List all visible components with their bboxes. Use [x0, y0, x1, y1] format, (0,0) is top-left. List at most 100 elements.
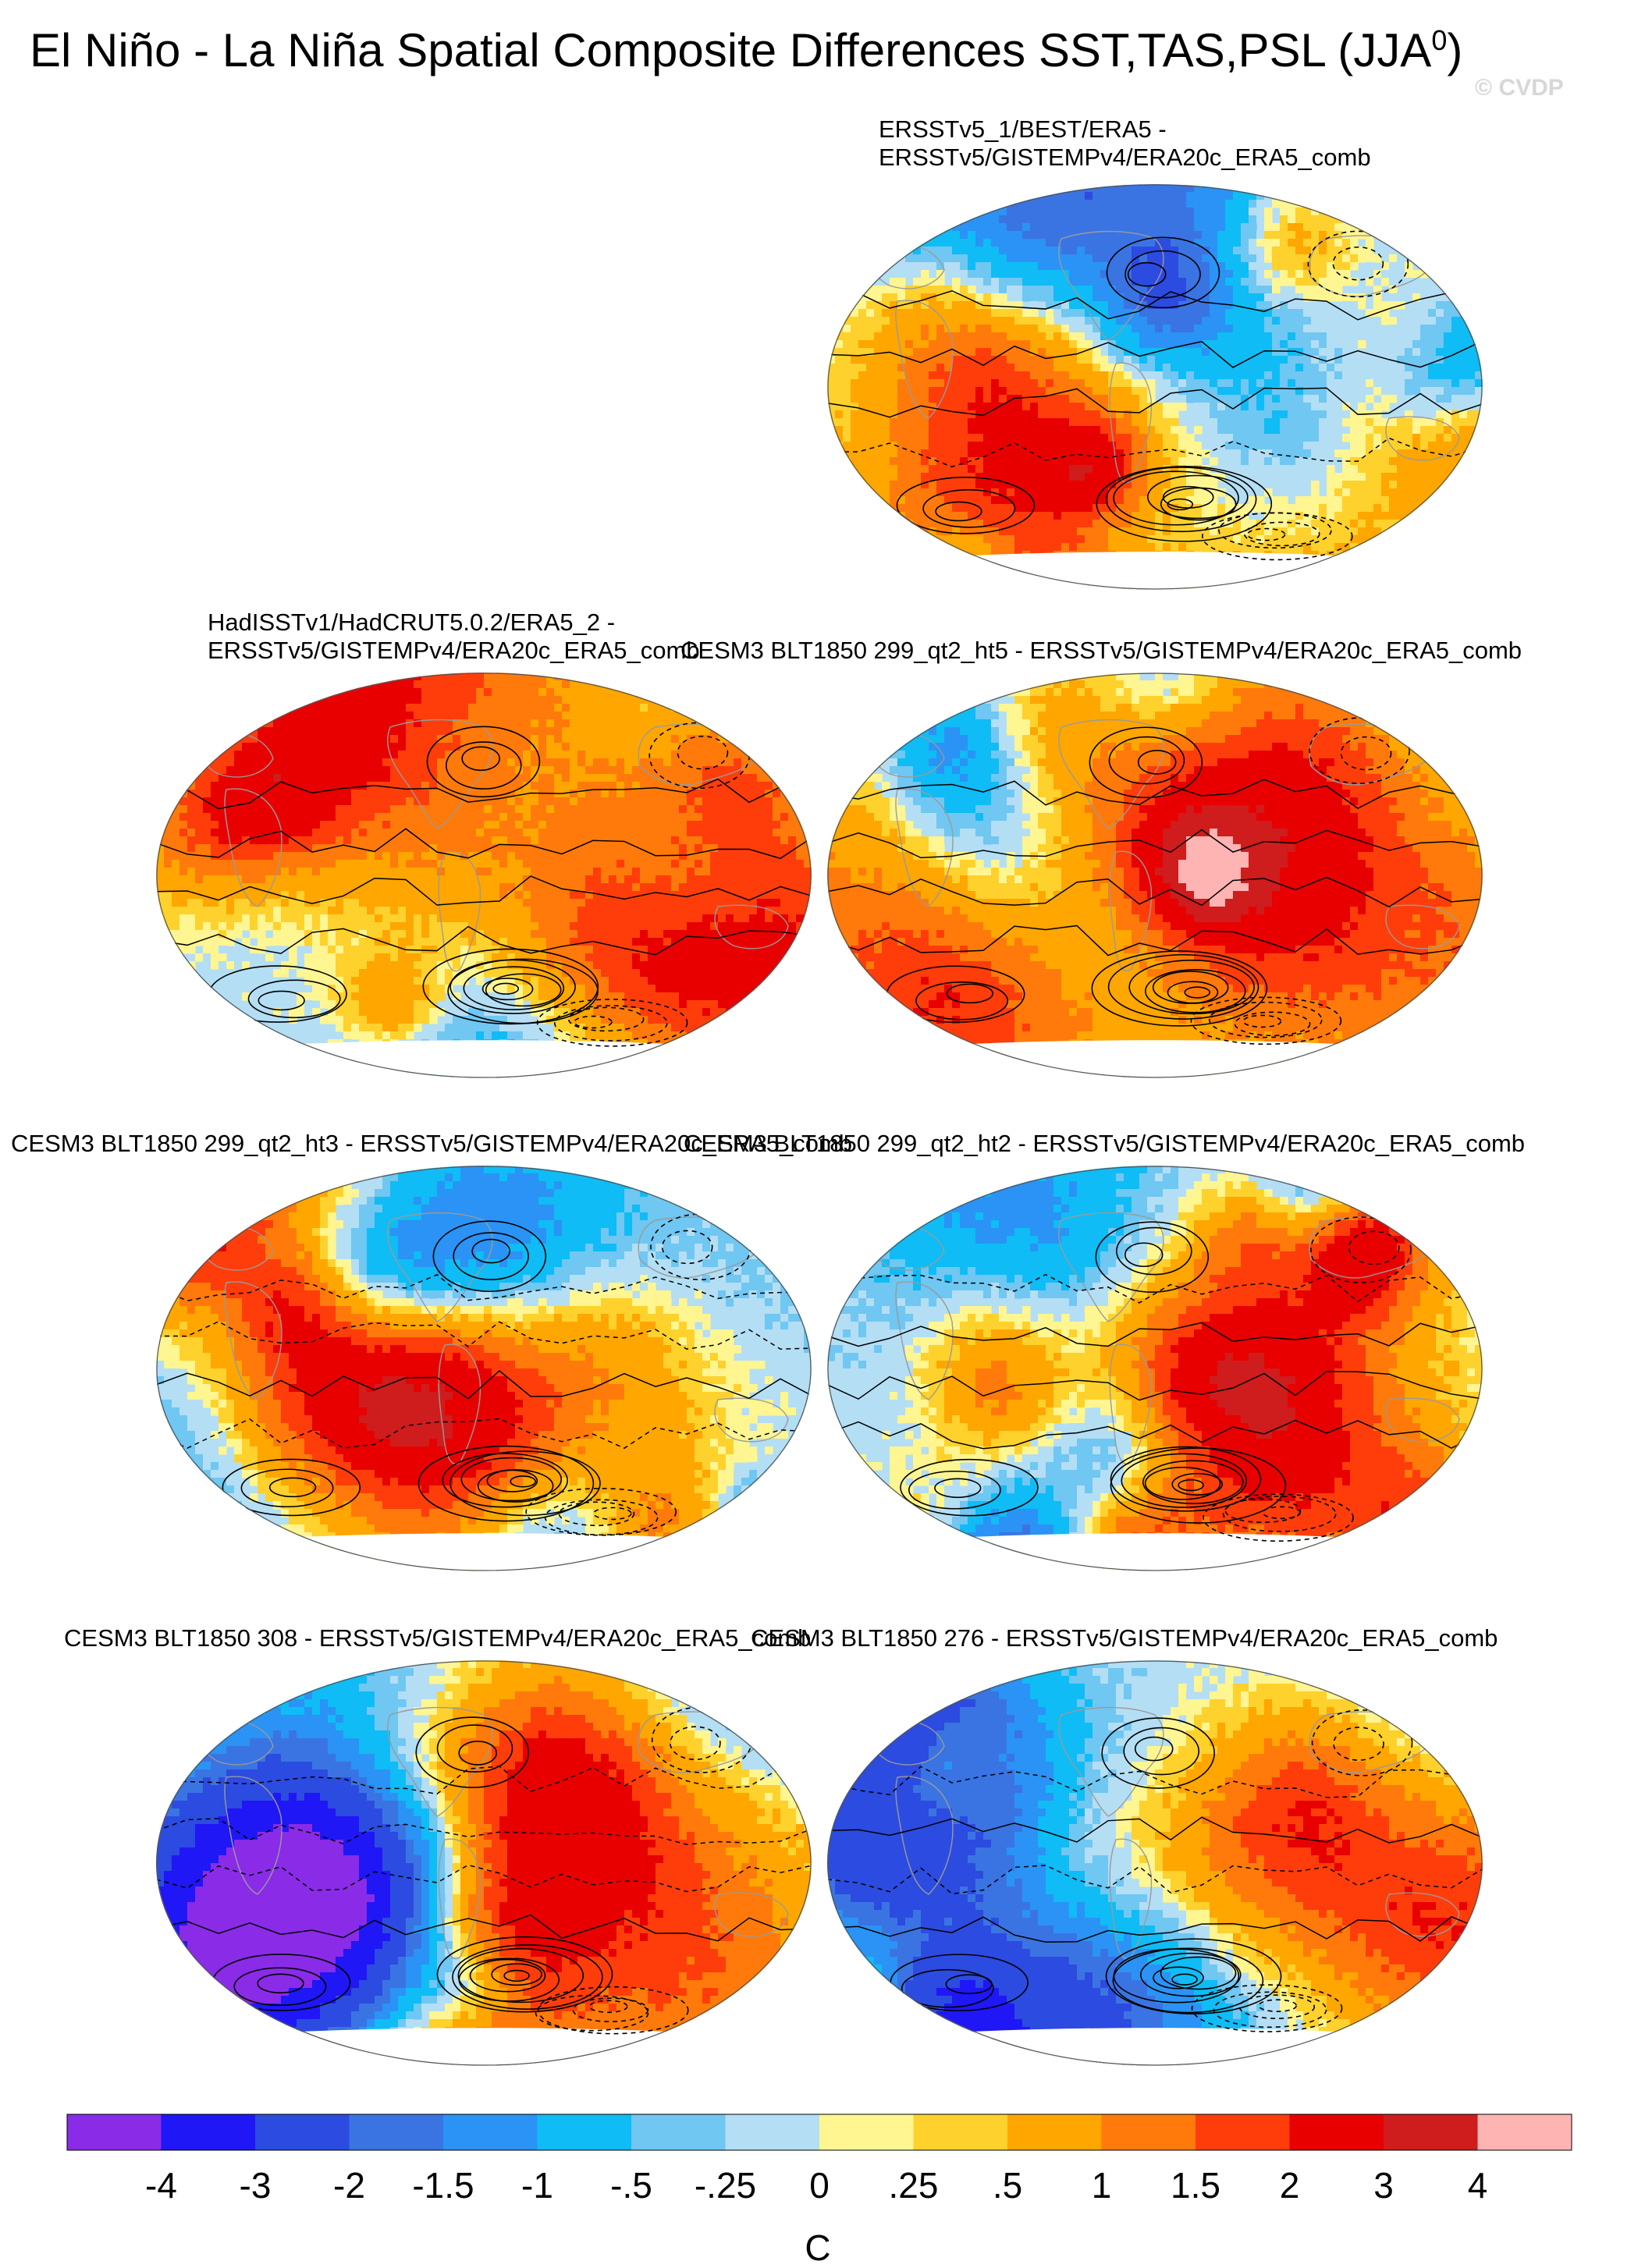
anomaly-cell	[1241, 325, 1249, 333]
anomaly-cell	[1171, 418, 1179, 427]
anomaly-cell	[648, 735, 656, 744]
anomaly-cell	[890, 340, 898, 349]
anomaly-cell	[999, 286, 1007, 294]
anomaly-cell	[1249, 520, 1257, 528]
anomaly-cell	[858, 418, 867, 427]
anomaly-cell	[1007, 340, 1015, 349]
anomaly-cell	[921, 356, 929, 364]
anomaly-cell	[1295, 473, 1304, 481]
anomaly-cell	[289, 673, 297, 681]
anomaly-cell	[710, 704, 719, 712]
anomaly-cell	[944, 332, 953, 341]
anomaly-cell	[1412, 348, 1421, 357]
anomaly-cell	[874, 254, 883, 263]
anomaly-cell	[1241, 309, 1249, 318]
anomaly-cell	[1334, 410, 1343, 419]
anomaly-cell	[1288, 481, 1296, 489]
anomaly-cell	[1194, 192, 1203, 201]
anomaly-cell	[1436, 184, 1444, 193]
anomaly-cell	[1046, 488, 1054, 497]
anomaly-cell	[554, 704, 563, 712]
anomaly-cell	[437, 719, 446, 728]
anomaly-cell	[1436, 543, 1444, 552]
anomaly-cell	[1303, 231, 1312, 240]
anomaly-cell	[843, 395, 851, 403]
anomaly-cell	[936, 348, 945, 357]
anomaly-cell	[375, 696, 383, 705]
anomaly-cell	[882, 473, 890, 481]
anomaly-cell	[1381, 254, 1390, 263]
anomaly-cell	[913, 488, 922, 497]
anomaly-cell	[1264, 231, 1273, 240]
anomaly-cell	[1116, 301, 1124, 310]
anomaly-cell	[1459, 340, 1468, 349]
anomaly-cell	[1178, 223, 1187, 232]
anomaly-cell	[265, 735, 274, 744]
anomaly-cell	[1389, 223, 1398, 232]
anomaly-cell	[1038, 481, 1046, 489]
anomaly-cell	[1256, 488, 1265, 497]
anomaly-cell	[1210, 512, 1218, 520]
anomaly-cell	[991, 184, 1000, 193]
anomaly-cell	[913, 504, 922, 513]
anomaly-cell	[1311, 200, 1320, 208]
anomaly-cell	[1022, 364, 1031, 372]
anomaly-cell	[835, 481, 844, 489]
anomaly-cell	[1288, 504, 1296, 513]
anomaly-cell	[991, 574, 1000, 583]
anomaly-cell	[1233, 200, 1242, 208]
anomaly-cell	[1295, 301, 1304, 310]
anomaly-cell	[1116, 403, 1124, 411]
anomaly-cell	[1178, 512, 1187, 520]
anomaly-cell	[1171, 340, 1179, 349]
anomaly-cell	[858, 364, 867, 372]
anomaly-cell	[414, 696, 422, 705]
anomaly-cell	[671, 727, 680, 736]
anomaly-cell	[546, 680, 555, 689]
anomaly-cell	[1069, 449, 1078, 458]
anomaly-cell	[866, 418, 875, 427]
anomaly-cell	[1085, 527, 1093, 536]
anomaly-cell	[1147, 426, 1156, 435]
anomaly-cell	[1311, 426, 1320, 435]
anomaly-cell	[1046, 262, 1054, 271]
anomaly-cell	[968, 278, 976, 286]
anomaly-cell	[851, 559, 859, 567]
anomaly-cell	[1420, 481, 1429, 489]
anomaly-cell	[1124, 200, 1132, 208]
anomaly-cell	[921, 418, 929, 427]
anomaly-cell	[1397, 192, 1405, 201]
anomaly-cell	[250, 680, 258, 689]
anomaly-cell	[780, 696, 789, 705]
anomaly-cell	[1014, 208, 1023, 216]
anomaly-cell	[1014, 410, 1023, 419]
anomaly-cell	[297, 712, 305, 720]
anomaly-cell	[749, 704, 758, 712]
anomaly-cell	[1311, 223, 1320, 232]
anomaly-cell	[1288, 512, 1296, 520]
anomaly-cell	[1428, 356, 1437, 364]
anomaly-cell	[1022, 574, 1031, 583]
anomaly-cell	[835, 356, 844, 364]
anomaly-cell	[897, 215, 906, 224]
anomaly-cell	[851, 247, 859, 255]
anomaly-cell	[1155, 410, 1164, 419]
anomaly-cell	[1014, 434, 1023, 442]
anomaly-cell	[952, 364, 961, 372]
anomaly-cell	[343, 688, 352, 697]
anomaly-cell	[858, 442, 867, 450]
anomaly-cell	[1093, 442, 1101, 450]
anomaly-cell	[874, 262, 883, 271]
anomaly-cell	[1077, 535, 1085, 544]
anomaly-cell	[562, 719, 570, 728]
anomaly-cell	[585, 696, 594, 705]
anomaly-cell	[952, 527, 961, 536]
anomaly-cell	[1389, 582, 1398, 590]
anomaly-cell	[1327, 340, 1335, 349]
anomaly-cell	[975, 215, 984, 224]
anomaly-cell	[975, 543, 984, 552]
anomaly-cell	[1350, 566, 1359, 575]
anomaly-cell	[1147, 371, 1156, 380]
anomaly-cell	[445, 719, 453, 728]
anomaly-cell	[1444, 286, 1452, 294]
